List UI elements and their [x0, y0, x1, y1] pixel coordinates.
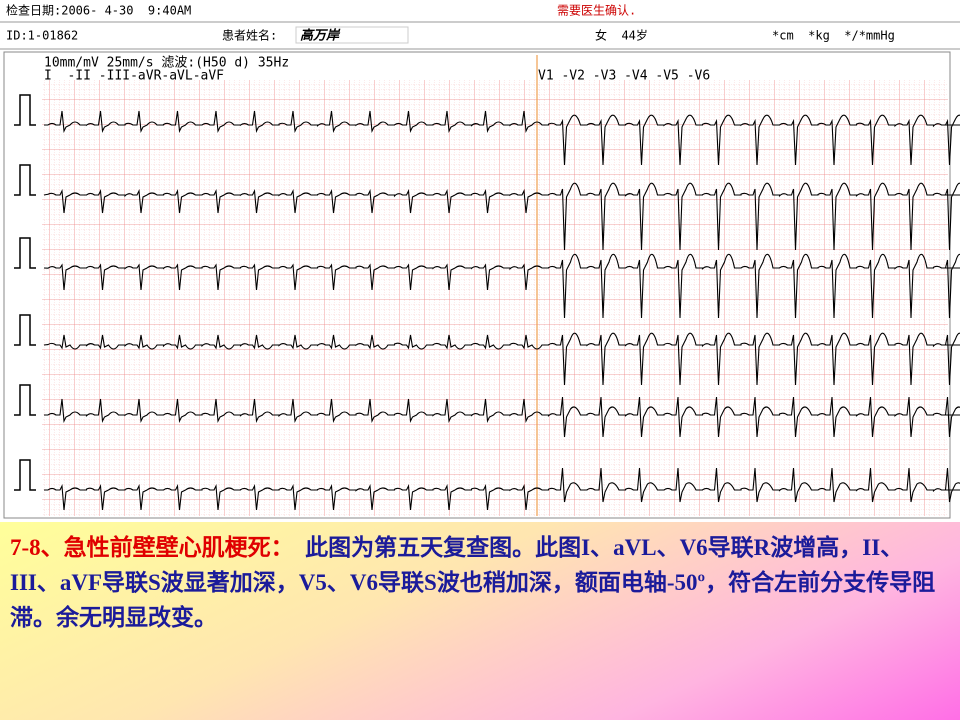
calibration-pulse	[14, 314, 36, 346]
calibration-pulse	[14, 237, 36, 269]
ecg-trace	[43, 332, 960, 386]
caption-body: 此图为第五天复查图。此图I、aVL、V6导联R波增高，II、III、aVF导联S…	[10, 535, 936, 630]
ecg-trace	[43, 396, 960, 438]
calibration-pulse	[14, 94, 36, 126]
ecg-trace	[43, 467, 960, 511]
ecg-settings: 10mm/mV 25mm/s 滤波:(H50 d) 35Hz	[44, 56, 289, 71]
ecg-trace	[43, 253, 960, 319]
patient-label: 患者姓名:	[222, 28, 277, 43]
ecg-trace	[43, 182, 960, 251]
patient-name: 高万岸	[300, 28, 341, 44]
ecg-trace	[43, 110, 960, 166]
ecg-sheet: 检查日期:2006- 4-30 9:40AM 需要医生确认. ID:1-0186…	[0, 2, 960, 519]
record-id: ID:1-01862	[6, 29, 78, 43]
ecg-traces	[14, 94, 960, 511]
units: *cm *kg */*mmHg	[772, 29, 895, 43]
caption: 7-8、急性前壁壁心肌梗死： 此图为第五天复查图。此图I、aVL、V6导联R波增…	[0, 522, 960, 720]
calibration-pulse	[14, 164, 36, 196]
calibration-pulse	[14, 384, 36, 416]
caption-title: 7-8、急性前壁壁心肌梗死：	[10, 535, 294, 560]
sex-age: 女 44岁	[595, 28, 648, 43]
limb-leads: I -II -III-aVR-aVL-aVF	[44, 69, 224, 84]
confirm-note: 需要医生确认.	[557, 4, 636, 18]
chest-leads: V1 -V2 -V3 -V4 -V5 -V6	[538, 69, 710, 84]
calibration-pulse	[14, 459, 36, 491]
exam-date: 检查日期:2006- 4-30 9:40AM	[6, 3, 191, 18]
